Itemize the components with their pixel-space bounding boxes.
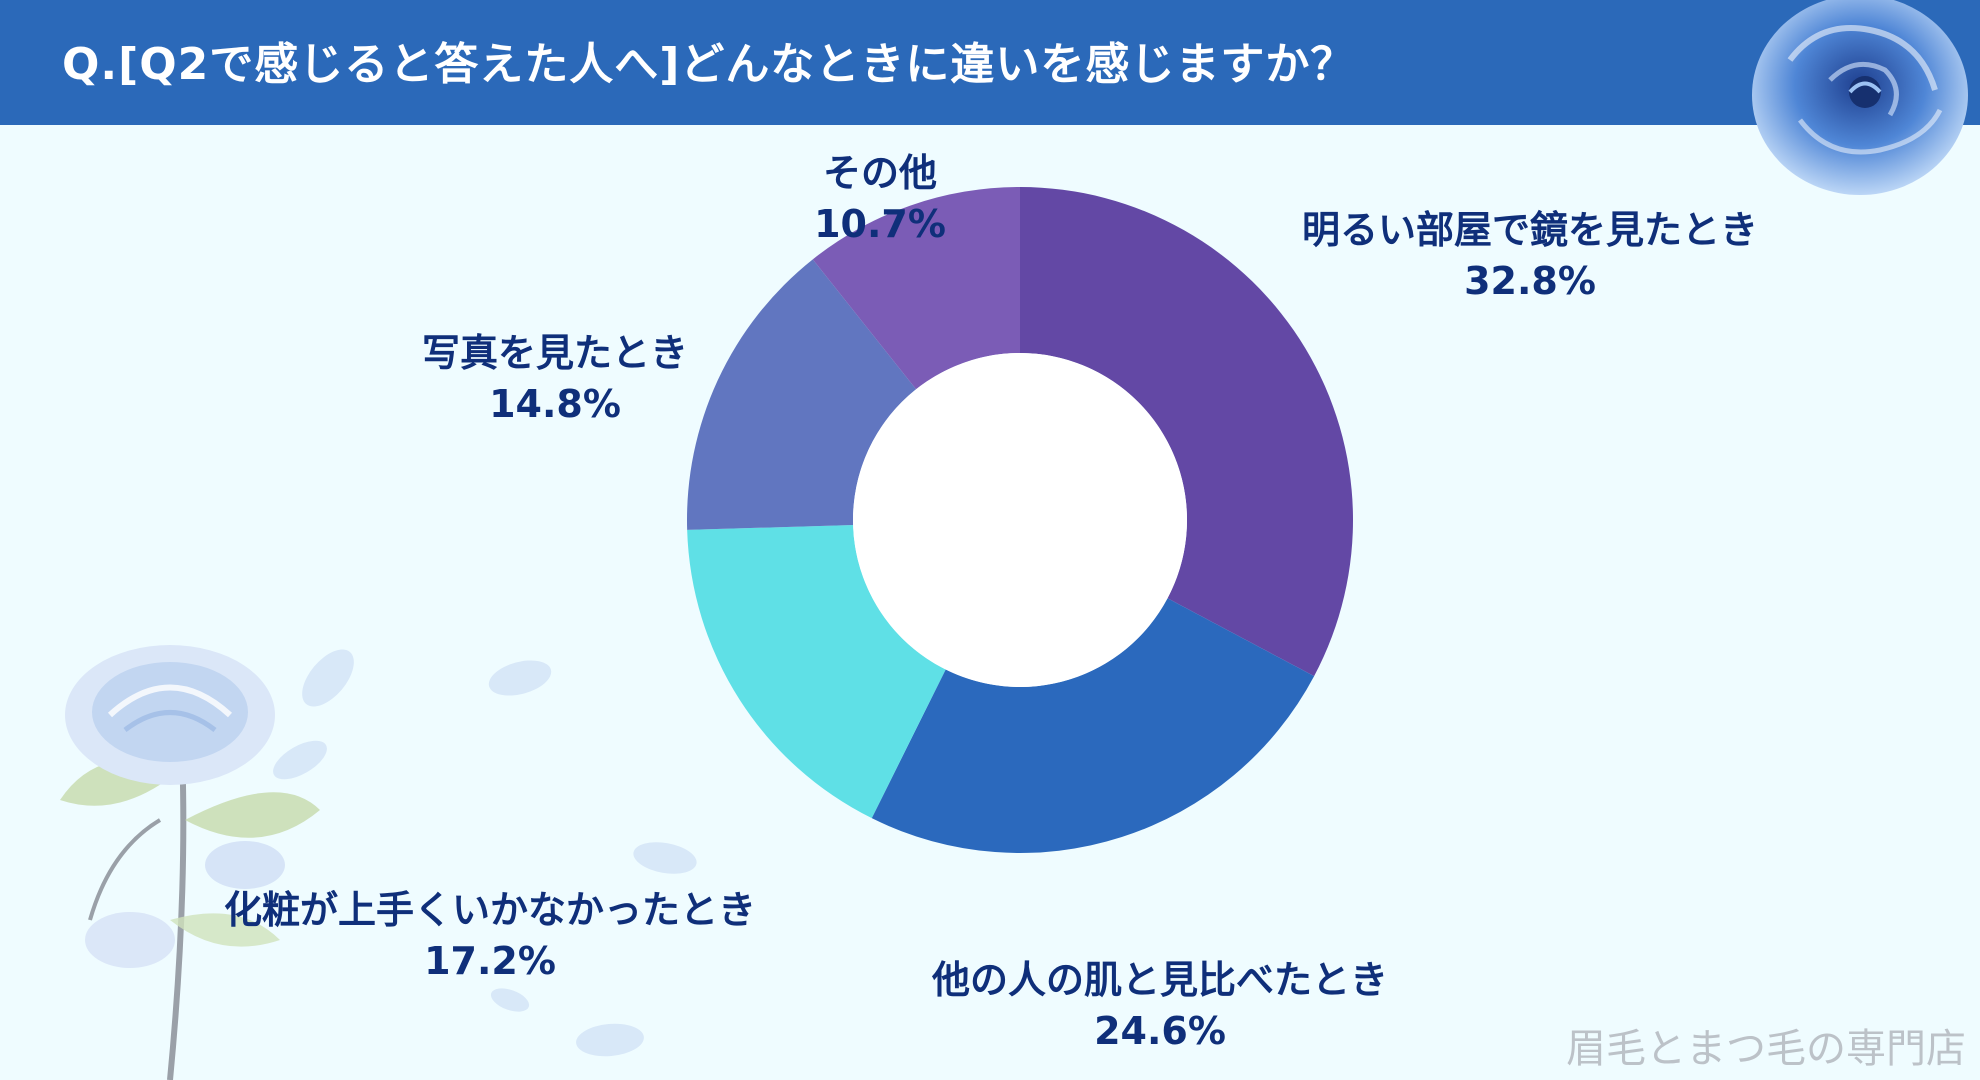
donut-slice [812, 187, 1020, 390]
slice-label-percent: 10.7% [814, 202, 946, 246]
slice-label-percent: 17.2% [424, 939, 556, 983]
slice-label-name: 明るい部屋で鏡を見たとき [1301, 208, 1758, 252]
donut-hole [853, 353, 1187, 687]
slice-label-name: 写真を見たとき [421, 331, 688, 375]
watermark-text: 眉毛とまつ毛の専門店 [1566, 1026, 1966, 1072]
page-title: Q.[Q2で感じると答えた人へ]どんなときに違いを感じますか？ [62, 39, 1356, 90]
donut-slice [1020, 187, 1353, 677]
slice-label: 他の人の肌と見比べたとき 24.6% [770, 955, 1550, 1057]
slice-label: 写真を見たとき 14.8% [330, 328, 780, 430]
slice-label: 化粧が上手くいかなかったとき 17.2% [110, 885, 870, 987]
donut-slice [871, 598, 1315, 854]
slice-label-name: その他 [822, 151, 937, 195]
slice-label-name: 他の人の肌と見比べたとき [931, 958, 1388, 1002]
slice-label-name: 化粧が上手くいかなかったとき [223, 888, 756, 932]
slice-label-percent: 32.8% [1464, 259, 1596, 303]
slice-label-percent: 24.6% [1094, 1009, 1226, 1053]
slice-label: 明るい部屋で鏡を見たとき 32.8% [1190, 205, 1870, 307]
donut-slice [687, 524, 946, 819]
header-bar: Q.[Q2で感じると答えた人へ]どんなときに違いを感じますか？ [0, 0, 1980, 125]
slice-label: その他 10.7% [760, 148, 1000, 250]
slice-label-percent: 14.8% [489, 382, 621, 426]
donut-slice [687, 259, 917, 530]
